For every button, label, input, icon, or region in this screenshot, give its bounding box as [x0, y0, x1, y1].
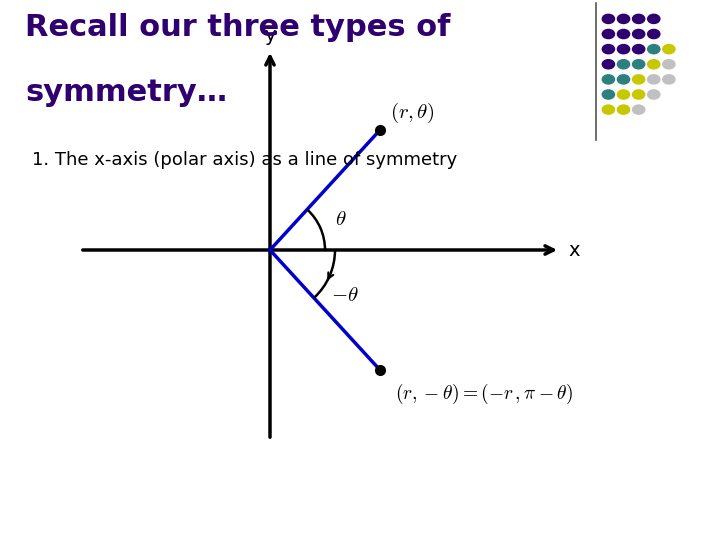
Text: x: x [568, 240, 580, 260]
Text: 1. The x-axis (polar axis) as a line of symmetry: 1. The x-axis (polar axis) as a line of … [32, 151, 458, 169]
Text: symmetry…: symmetry… [25, 78, 228, 107]
Text: $(r, \theta)$: $(r, \theta)$ [390, 101, 435, 125]
Text: $\theta$: $\theta$ [335, 209, 346, 229]
Text: $(r,-\theta)=(-r\,,\pi-\theta)$: $(r,-\theta)=(-r\,,\pi-\theta)$ [395, 382, 574, 406]
Text: $-\theta$: $-\theta$ [330, 285, 359, 305]
Text: y: y [264, 26, 276, 45]
Text: Recall our three types of: Recall our three types of [25, 14, 451, 43]
